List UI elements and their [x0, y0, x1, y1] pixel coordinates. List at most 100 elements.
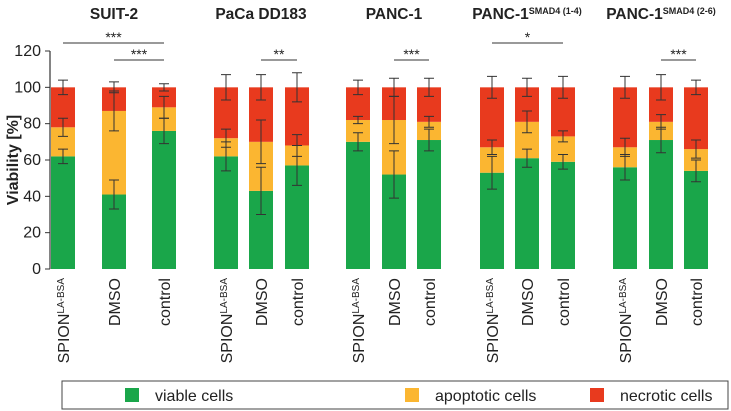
error-bar [656, 74, 666, 101]
bar-segment [613, 167, 637, 269]
error-bar [389, 77, 399, 97]
category-label: control [157, 278, 174, 326]
error-bar [58, 117, 68, 137]
y-tick-label: 20 [23, 225, 41, 242]
group-title-text: PaCa DD183 [215, 6, 307, 23]
group-title: PANC-1SMAD4 (1-4) [472, 6, 582, 23]
category-label: control [556, 278, 573, 326]
bar-segment [515, 158, 539, 269]
category-label: DMSO [107, 278, 124, 326]
error-bar [221, 128, 231, 148]
bar-segment [346, 141, 370, 269]
category-text: DMSO [254, 278, 271, 326]
error-bar [256, 119, 266, 165]
error-bar [424, 115, 434, 128]
category-label: SPIONLA-BSA [485, 278, 503, 364]
bar-segment [51, 156, 75, 269]
category-superscript: LA-BSA [485, 278, 496, 314]
category-text: SPION [618, 314, 635, 364]
y-tick-label: 40 [23, 188, 41, 205]
bar-segment [417, 140, 441, 269]
significance-label: ** [274, 46, 285, 62]
category-text: DMSO [520, 278, 537, 326]
error-bar [522, 110, 532, 134]
group-title-text: PANC-1 [606, 6, 663, 23]
category-label: SPIONLA-BSA [351, 278, 369, 364]
error-bar [620, 137, 630, 157]
category-label: SPIONLA-BSA [618, 278, 636, 364]
error-bar [256, 166, 266, 215]
legend-label: apoptotic cells [435, 388, 536, 405]
category-superscript: LA-BSA [56, 278, 67, 314]
category-label: DMSO [520, 278, 537, 326]
bar-segment [684, 170, 708, 269]
group-title: PaCa DD183 [215, 6, 307, 23]
error-bar [292, 134, 302, 157]
category-label: DMSO [387, 278, 404, 326]
category-text: control [556, 278, 573, 326]
error-bar [58, 79, 68, 96]
error-bar [389, 150, 399, 199]
y-axis-label: Viability [%] [5, 115, 22, 205]
error-bar [522, 77, 532, 97]
error-bar [353, 79, 363, 96]
error-bar [487, 75, 497, 99]
error-bar [109, 81, 119, 94]
category-label: control [422, 278, 439, 326]
category-superscript: LA-BSA [351, 278, 362, 314]
legend-label: necrotic cells [620, 388, 712, 405]
error-bar [656, 114, 666, 130]
bar-segment [684, 87, 708, 150]
y-tick-label: 60 [23, 152, 41, 169]
legend-swatch [590, 388, 604, 402]
bar-segment [152, 130, 176, 269]
y-tick-label: 0 [32, 261, 41, 278]
group-title-text: PANC-1 [472, 6, 529, 23]
category-text: control [157, 278, 174, 326]
error-bar [691, 159, 701, 183]
category-label: control [689, 278, 706, 326]
significance-label: *** [403, 46, 420, 62]
legend-label: viable cells [155, 388, 233, 405]
group-title-text: SUIT-2 [90, 6, 138, 23]
group-title: SUIT-2 [90, 6, 138, 23]
category-text: SPION [485, 314, 502, 364]
error-bar [424, 77, 434, 97]
category-label: SPIONLA-BSA [219, 278, 237, 364]
group-title-superscript: SMAD4 (2-6) [663, 6, 716, 16]
error-bar [256, 74, 266, 101]
significance-label: *** [131, 46, 148, 62]
significance-label: * [525, 29, 531, 45]
error-bar [159, 95, 169, 119]
category-label: control [290, 278, 307, 326]
error-bar [558, 75, 568, 99]
legend-box [61, 380, 729, 410]
error-bar [221, 74, 231, 101]
group-title-text: PANC-1 [366, 6, 423, 23]
error-bar [691, 79, 701, 96]
error-bar [109, 179, 119, 210]
bar-segment [346, 120, 370, 142]
significance-label: *** [670, 46, 687, 62]
error-bar [522, 148, 532, 168]
category-label: DMSO [254, 278, 271, 326]
group-title-superscript: SMAD4 (1-4) [529, 6, 582, 16]
error-bar [487, 139, 497, 156]
error-bar [558, 154, 568, 170]
y-tick-label: 80 [23, 116, 41, 133]
error-bar [292, 72, 302, 103]
error-bar [558, 130, 568, 143]
error-bar [58, 148, 68, 165]
category-text: DMSO [387, 278, 404, 326]
bar-segment [214, 156, 238, 269]
bar-segment [649, 140, 673, 269]
category-text: SPION [351, 314, 368, 364]
category-text: DMSO [654, 278, 671, 326]
category-text: control [290, 278, 307, 326]
error-bar [487, 155, 497, 190]
legend-swatch [125, 388, 139, 402]
category-text: control [689, 278, 706, 326]
category-label: DMSO [654, 278, 671, 326]
